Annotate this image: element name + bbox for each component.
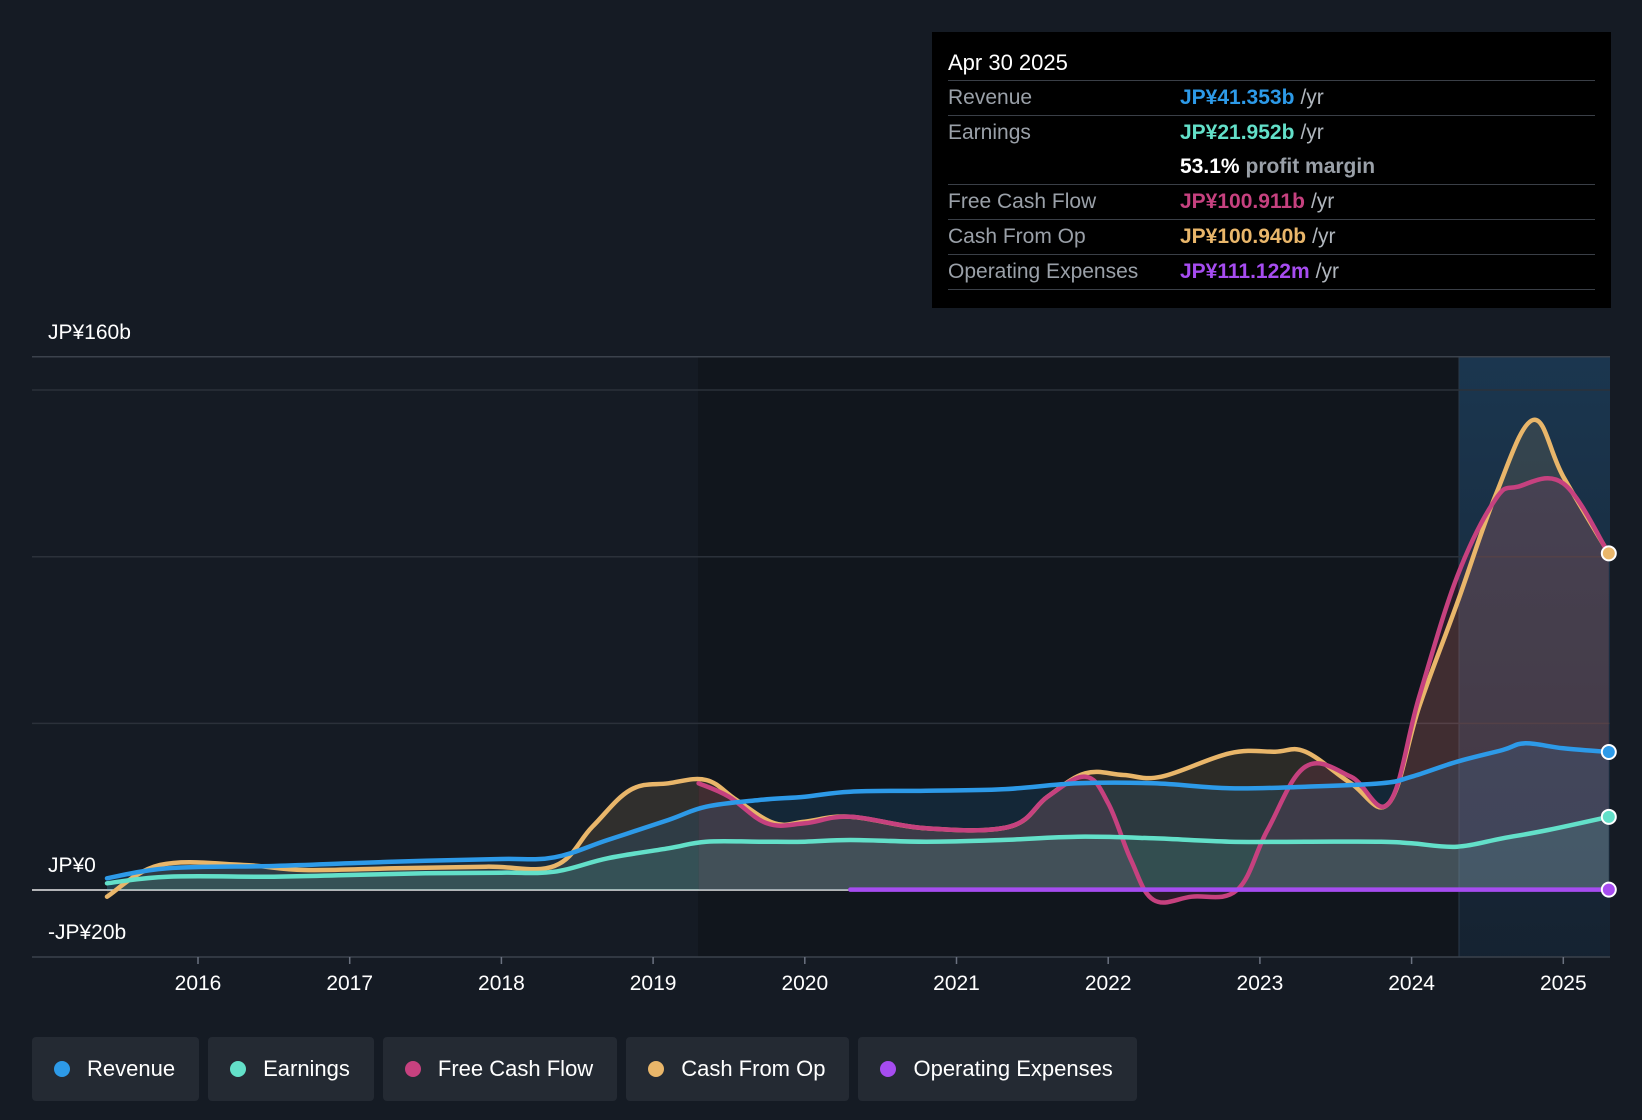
- tooltip-value: JP¥21.952b: [1180, 121, 1295, 144]
- tooltip-value: JP¥111.122m: [1180, 260, 1310, 283]
- legend-label: Earnings: [263, 1056, 350, 1081]
- x-tick-label: 2017: [326, 972, 373, 995]
- legend: Revenue Earnings Free Cash Flow Cash Fro…: [32, 1037, 1137, 1101]
- tooltip-value: JP¥100.940b: [1180, 225, 1307, 248]
- tooltip-row-cfo: Cash From Op JP¥100.940b /yr: [948, 220, 1595, 255]
- tooltip-unit: /yr: [1315, 260, 1339, 283]
- legend-revenue[interactable]: Revenue: [32, 1037, 200, 1101]
- cash-from-op-area: [106, 419, 1609, 897]
- x-tick-label: 2025: [1540, 972, 1587, 995]
- legend-label: Operating Expenses: [913, 1056, 1113, 1081]
- legend-operating-expenses[interactable]: Operating Expenses: [858, 1037, 1137, 1101]
- tooltip-row-earnings: Earnings JP¥21.952b /yr: [948, 116, 1595, 150]
- legend-free-cash-flow[interactable]: Free Cash Flow: [382, 1037, 618, 1101]
- dot-icon: [54, 1061, 70, 1077]
- operating-expenses-end-marker: [1600, 881, 1617, 898]
- earnings-area: [106, 816, 1609, 890]
- tooltip-unit: /yr: [1300, 86, 1324, 109]
- earnings-line: [104, 814, 1612, 886]
- tooltip: Apr 30 2025 Revenue JP¥41.353b /yr Earni…: [932, 32, 1611, 308]
- x-tick-label: 2018: [478, 972, 525, 995]
- forecast-bg: [698, 357, 1610, 957]
- tooltip-label: Earnings: [948, 121, 1031, 144]
- legend-label: Free Cash Flow: [437, 1056, 594, 1081]
- tooltip-label: Operating Expenses: [948, 260, 1139, 283]
- tooltip-row-opex: Operating Expenses JP¥111.122m /yr: [948, 255, 1595, 290]
- x-tick-label: 2023: [1237, 972, 1284, 995]
- revenue-end-marker: [1600, 744, 1617, 761]
- tooltip-label: Free Cash Flow: [948, 190, 1097, 213]
- cash-from-op-end-marker: [1600, 545, 1617, 562]
- dot-icon: [880, 1061, 897, 1077]
- x-tick-label: 2022: [1085, 972, 1132, 995]
- dot-icon: [230, 1061, 247, 1077]
- tooltip-label: Cash From Op: [948, 225, 1086, 248]
- tooltip-label-empty: [948, 150, 1180, 184]
- tooltip-row-fcf: Free Cash Flow JP¥100.911b /yr: [948, 185, 1595, 220]
- x-tick-label: 2024: [1388, 972, 1435, 995]
- tooltip-row-revenue: Revenue JP¥41.353b /yr: [948, 81, 1595, 116]
- y-label-zero: JP¥0: [48, 854, 96, 877]
- tooltip-unit: /yr: [1312, 225, 1336, 248]
- legend-earnings[interactable]: Earnings: [208, 1037, 374, 1101]
- tooltip-label: Revenue: [948, 86, 1033, 109]
- earnings-end-marker: [1600, 808, 1617, 825]
- legend-cash-from-op[interactable]: Cash From Op: [626, 1037, 850, 1101]
- x-tick-label: 2019: [630, 972, 677, 995]
- tooltip-unit: profit margin: [1245, 155, 1376, 178]
- free-cash-flow-line: [696, 476, 1612, 905]
- x-tick-label: 2020: [781, 972, 828, 995]
- tooltip-date: Apr 30 2025: [948, 46, 1595, 81]
- tooltip-row-margin: 53.1% profit margin: [948, 150, 1595, 185]
- highlight-region: [1459, 357, 1610, 957]
- dot-icon: [648, 1061, 665, 1077]
- tooltip-value: JP¥100.911b: [1180, 190, 1305, 213]
- y-label-bottom: -JP¥20b: [48, 921, 127, 944]
- tooltip-unit: /yr: [1300, 121, 1324, 144]
- legend-label: Revenue: [87, 1056, 176, 1081]
- tooltip-unit: /yr: [1310, 190, 1335, 213]
- y-label-top: JP¥160b: [48, 321, 131, 344]
- revenue-line: [104, 741, 1612, 881]
- dot-icon: [404, 1061, 421, 1077]
- legend-label: Cash From Op: [681, 1056, 826, 1081]
- tooltip-value: JP¥41.353b: [1180, 86, 1295, 109]
- x-tick-label: 2021: [933, 972, 980, 995]
- x-tick-label: 2016: [175, 972, 222, 995]
- tooltip-value: 53.1%: [1180, 155, 1240, 178]
